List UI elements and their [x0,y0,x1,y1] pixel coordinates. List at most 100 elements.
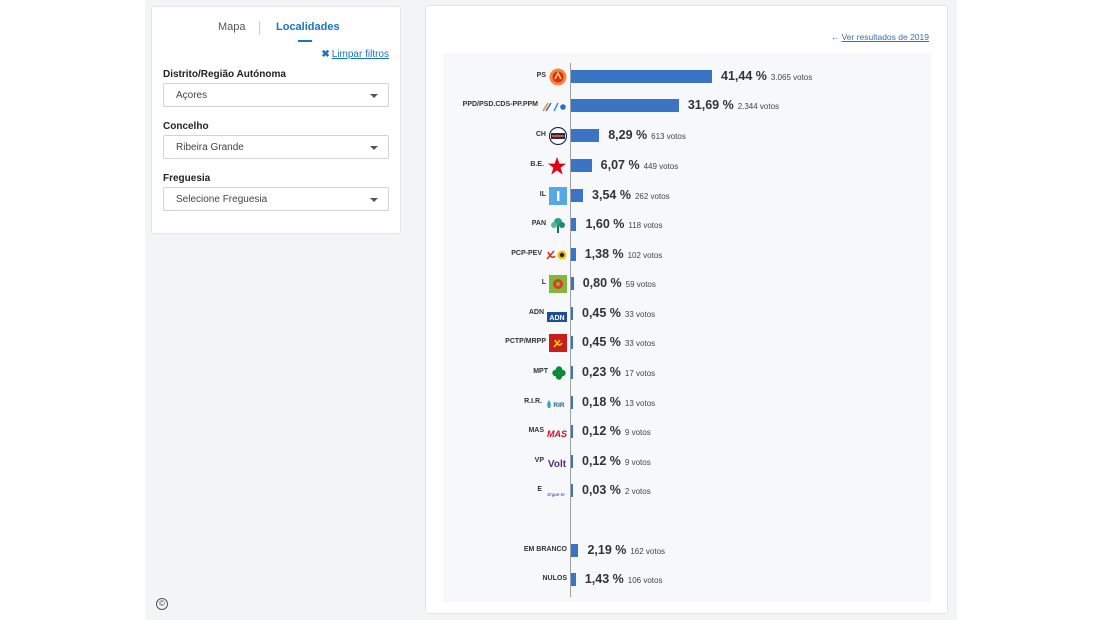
result-row: Volt VP 0,12 % 9 votos [0,452,1100,472]
view-tabs: Mapa Localidades [152,21,400,45]
vote-count: 102 votos [628,251,663,260]
close-icon: ✖ [321,49,329,60]
result-bar [571,455,573,468]
result-percentage: 1,38 % 102 votos [585,247,663,261]
vote-count: 3.065 votos [771,73,812,82]
ppd-psd-cds-ppm-logo-icon [541,100,567,118]
result-row: EM BRANCO 2,19 % 162 votos [0,541,1100,561]
party-name: CH [536,131,546,138]
vote-count: 17 votos [625,369,655,378]
party-name: ADN [529,309,544,316]
il-logo-icon [549,187,567,205]
chevron-down-icon [370,146,378,150]
result-bar [571,484,573,497]
party-name: PCP-PEV [511,250,542,257]
result-bar [571,189,583,202]
vote-count: 59 votos [626,280,656,289]
clear-filters-label: Limpar filtros [332,49,389,60]
svg-text:Volt: Volt [548,459,567,469]
result-bar [571,99,679,112]
result-row: L 0,80 % 59 votos [0,274,1100,294]
result-percentage: 2,19 % 162 votos [587,543,665,557]
clear-filters-link[interactable]: ✖ Limpar filtros [321,49,389,60]
result-percentage: 1,43 % 106 votos [585,572,663,586]
vote-count: 118 votos [628,221,662,230]
mpt-clover-logo-icon [551,365,567,383]
party-name: IL [540,191,546,198]
result-bar [571,573,576,586]
adn-logo-icon: ADN [547,309,567,327]
ergue-te-logo-icon: Ergue-te [545,486,567,504]
party-name: PPD/PSD.CDS-PP.PPM [463,101,538,108]
result-row: PS 41,44 % 3.065 votos [0,67,1100,87]
party-name: PAN [532,220,546,227]
vote-count: 262 votos [635,192,670,201]
tab-mapa[interactable]: Mapa [218,21,246,33]
result-bar [571,248,576,261]
svg-text:RIR: RIR [553,402,565,409]
result-row: Ergue-te E 0,03 % 2 votos [0,481,1100,501]
vote-count: 2 votos [625,487,651,496]
party-name: EM BRANCO [524,546,567,553]
party-name: PS [537,72,546,79]
livre-logo-icon [549,275,567,293]
percent-value: 8,29 % [608,128,647,142]
party-name: MAS [528,427,544,434]
vote-count: 33 votos [625,310,655,319]
vote-count: 613 votos [651,132,686,141]
result-row: MPT 0,23 % 17 votos [0,363,1100,383]
vote-count: 9 votos [625,428,651,437]
result-row: MAS MAS 0,12 % 9 votos [0,422,1100,442]
party-name: VP [535,457,544,464]
percent-value: 1,38 % [585,247,624,261]
arrow-left-icon: ← [831,32,840,42]
svg-text:MAS: MAS [547,429,567,439]
result-percentage: 41,44 % 3.065 votos [721,69,812,83]
result-percentage: 0,12 % 9 votos [582,454,651,468]
result-row: B.E. 6,07 % 449 votos [0,156,1100,176]
result-percentage: 0,23 % 17 votos [582,365,655,379]
percent-value: 0,45 % [582,335,621,349]
percent-value: 0,18 % [582,395,621,409]
pctp-mrpp-logo-icon [549,334,567,352]
party-name: E [537,486,542,493]
party-name: PCTP/MRPP [505,338,546,345]
tab-localidades[interactable]: Localidades [276,21,340,33]
result-bar [571,159,592,172]
result-percentage: 8,29 % 613 votos [608,128,686,142]
result-percentage: 0,12 % 9 votos [582,424,651,438]
volt-logo-icon: Volt [547,456,567,474]
party-name: NULOS [543,575,568,582]
svg-text:ADN: ADN [549,315,564,322]
percent-value: 2,19 % [587,543,626,557]
result-bar [571,70,712,83]
result-percentage: 31,69 % 2.344 votos [688,98,779,112]
vote-count: 33 votos [625,339,655,348]
result-row: IL 3,54 % 262 votos [0,186,1100,206]
previous-results-link[interactable]: ← Ver resultados de 2019 [831,32,929,42]
tab-divider [259,21,260,35]
result-percentage: 0,18 % 13 votos [582,395,655,409]
result-bar [571,336,573,349]
vote-count: 162 votos [630,547,665,556]
vote-count: 13 votos [625,399,655,408]
result-row: PCTP/MRPP 0,45 % 33 votos [0,333,1100,353]
percent-value: 41,44 % [721,69,767,83]
percent-value: 1,43 % [585,572,624,586]
result-bar [571,277,574,290]
percent-value: 0,80 % [583,276,622,290]
previous-results-label: Ver resultados de 2019 [842,32,929,42]
result-bar [571,307,573,320]
result-percentage: 0,45 % 33 votos [582,306,655,320]
result-percentage: 1,60 % 118 votos [585,217,662,231]
mas-logo-icon: MAS [547,426,567,444]
result-row: PAN 1,60 % 118 votos [0,215,1100,235]
percent-value: 0,23 % [582,365,621,379]
result-bar [571,396,573,409]
result-percentage: 0,03 % 2 votos [582,483,651,497]
result-bar [571,129,599,142]
vote-count: 9 votos [625,458,651,467]
party-name: B.E. [530,161,544,168]
result-bar [571,425,573,438]
percent-value: 0,45 % [582,306,621,320]
